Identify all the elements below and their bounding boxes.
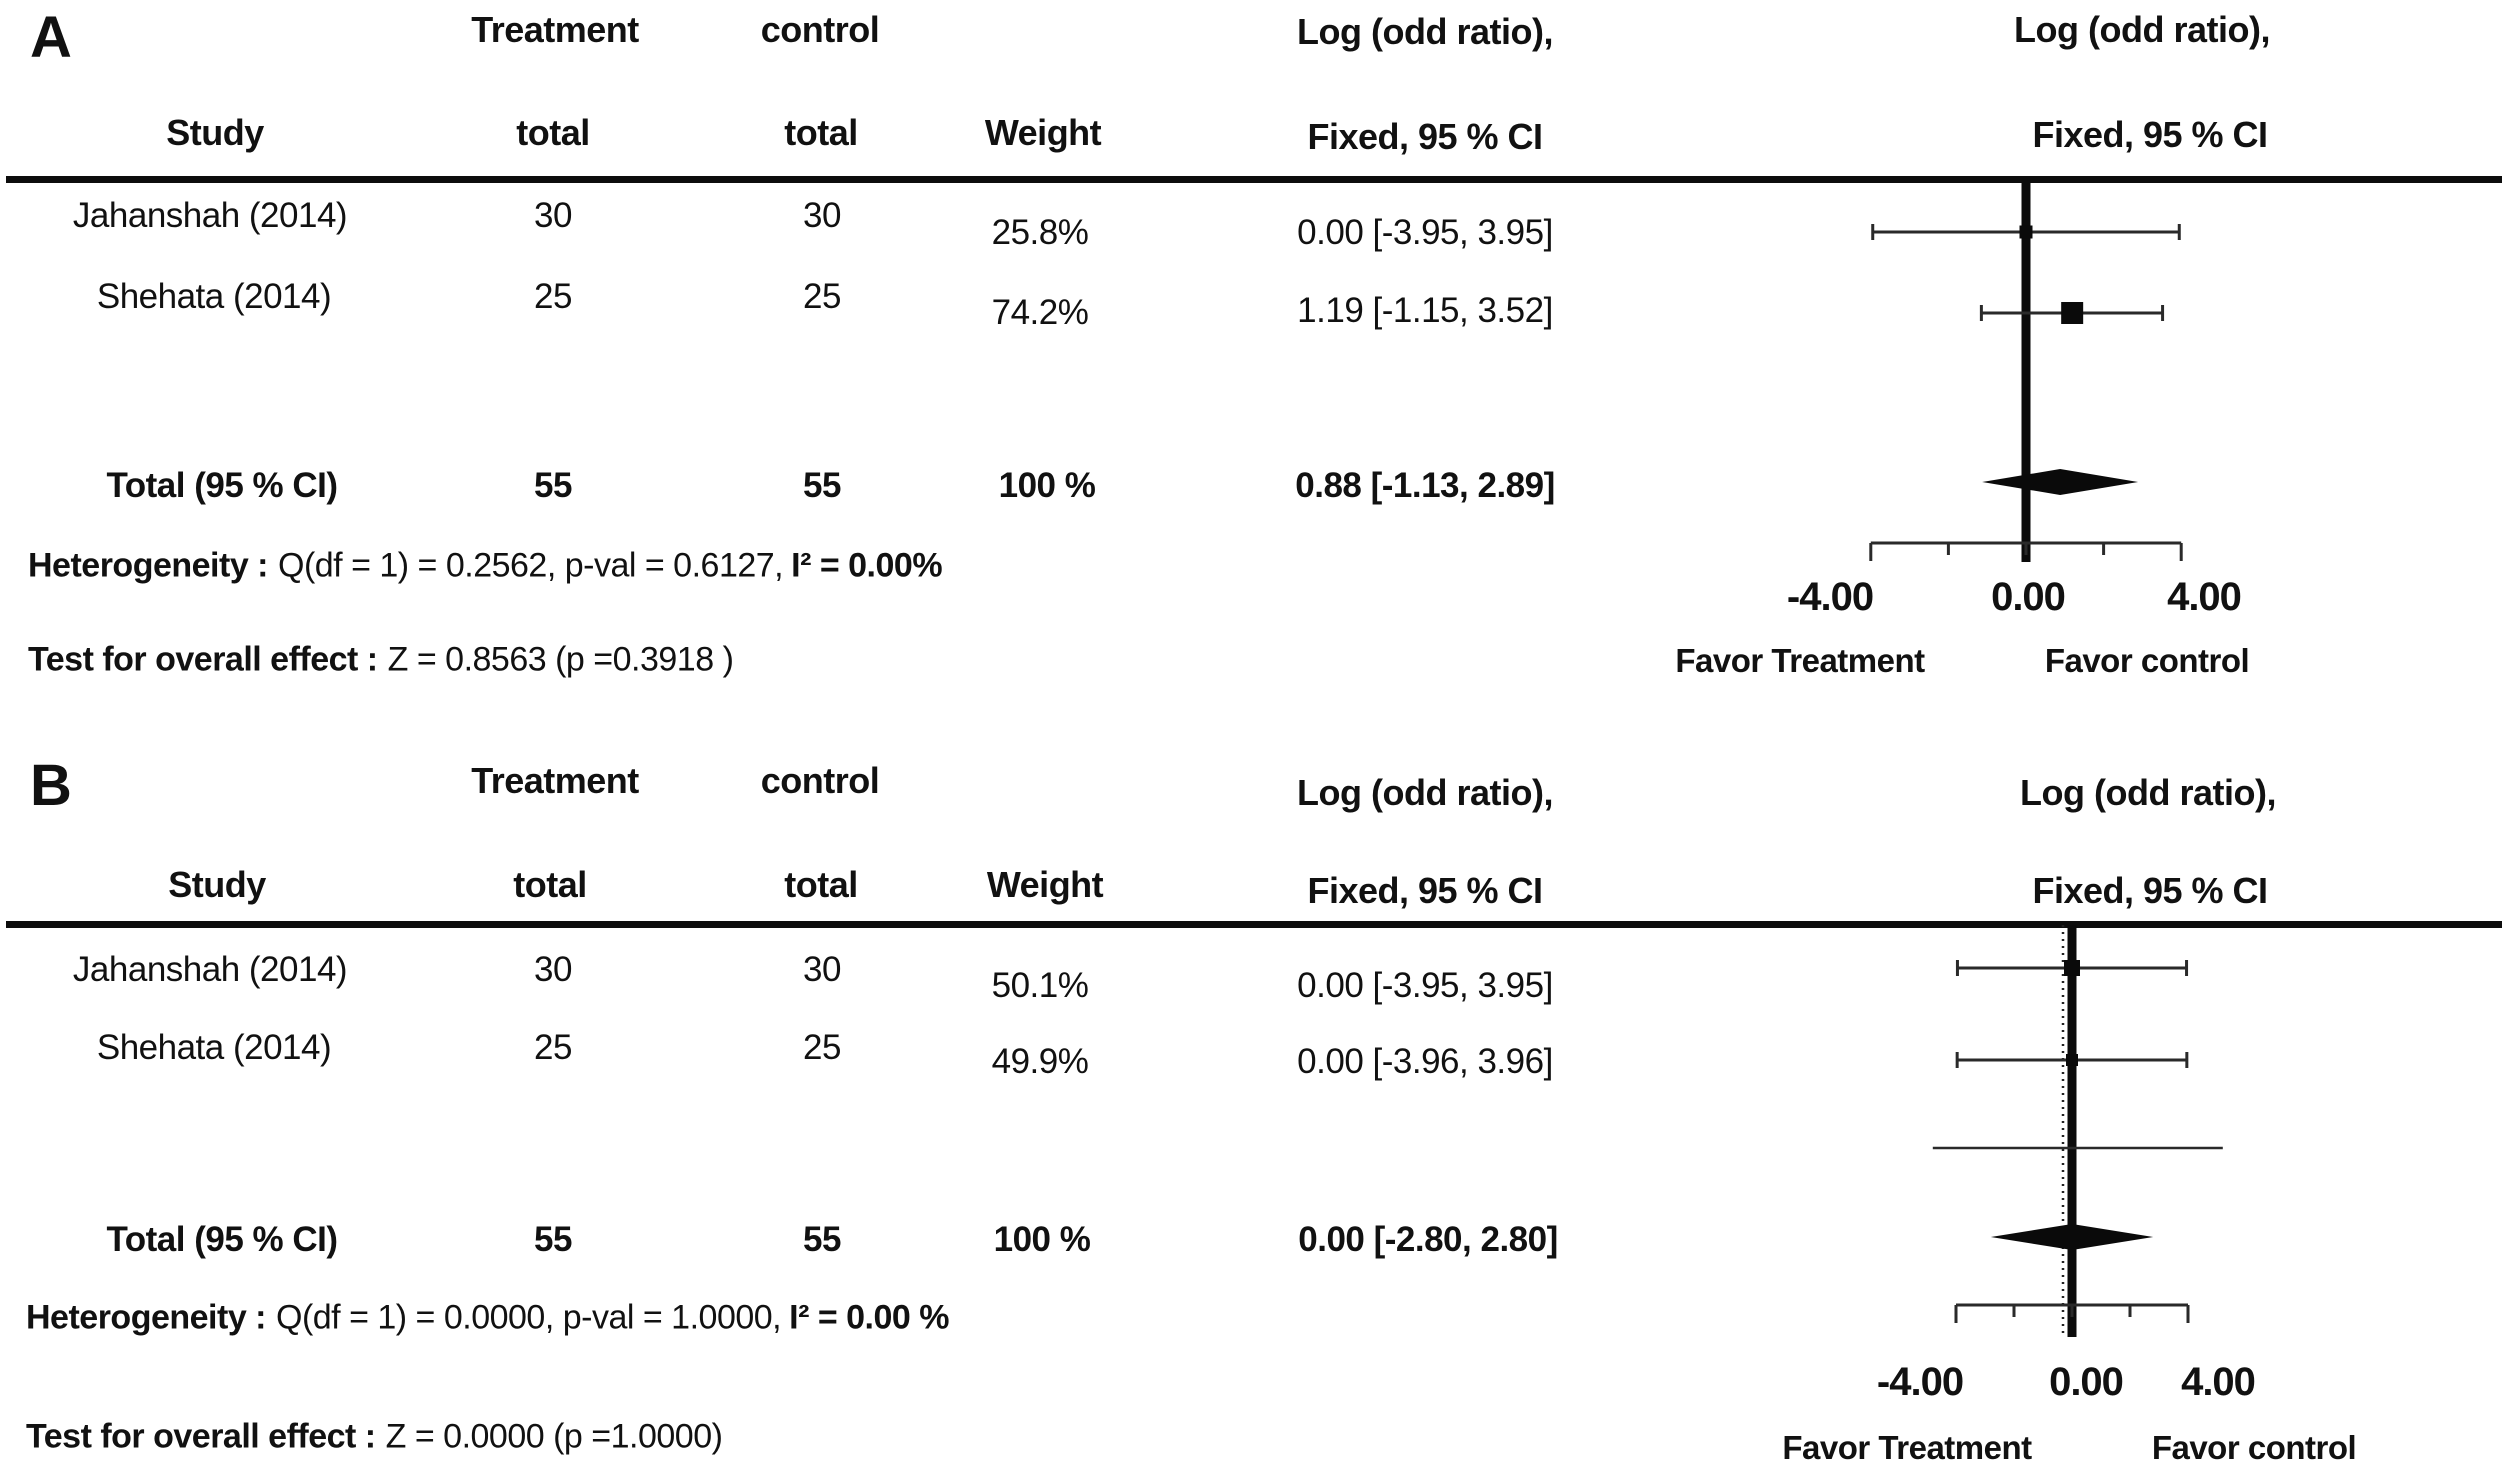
col-header-effect-line1-b: Log (odd ratio),	[1297, 772, 1553, 814]
panel-b-label: B	[30, 753, 72, 818]
overall-effect-line-a: Test for overall effect :Z = 0.8563 (p =…	[28, 640, 734, 679]
axis-label-mid-a: 0.00	[1991, 575, 2066, 619]
heterogeneity-label: Heterogeneity :	[28, 546, 269, 585]
total-ci-b: 0.00 [-2.80, 2.80]	[1298, 1219, 1558, 1259]
overall-effect-label: Test for overall effect :	[28, 640, 378, 679]
overall-effect-label: Test for overall effect :	[26, 1417, 376, 1456]
total-label-a: Total (95 % CI)	[106, 465, 338, 505]
axis-label-left-b: -4.00	[1876, 1360, 1964, 1404]
plot-header-line2-a: Fixed, 95 % CI	[2032, 114, 2268, 156]
plot-header-line1-a: Log (odd ratio),	[2014, 9, 2270, 51]
treatment-total: 25	[534, 276, 572, 316]
col-header-study-b: Study	[168, 864, 266, 906]
heterogeneity-i2: I² = 0.00%	[791, 546, 943, 585]
control-total: 25	[803, 1027, 841, 1067]
weight-value: 50.1%	[991, 965, 1089, 1005]
total-label-b: Total (95 % CI)	[106, 1219, 338, 1259]
total-weight-a: 100 %	[998, 465, 1096, 505]
overall-effect-stats: Z = 0.8563 (p =0.3918 )	[387, 640, 734, 679]
overall-effect-line-b: Test for overall effect :Z = 0.0000 (p =…	[26, 1417, 723, 1456]
col-header-total2-a: total	[784, 112, 858, 154]
col-header-total2-b: total	[784, 864, 858, 906]
heterogeneity-line-a: Heterogeneity : Q(df = 1) = 0.2562, p-val…	[28, 546, 943, 585]
control-total: 30	[803, 949, 841, 989]
heterogeneity-stats: Q(df = 1) = 0.0000, p-val = 1.0000,	[276, 1298, 782, 1337]
forest-plot-b	[1932, 925, 2223, 1337]
col-header-treatment-b: Treatment	[471, 760, 639, 802]
forest-plot-a	[1869, 180, 2183, 562]
axis-label-left-a: -4.00	[1786, 575, 1874, 619]
col-header-effect-line2-a: Fixed, 95 % CI	[1307, 116, 1543, 158]
favor-left-label-a: Favor Treatment	[1675, 641, 1925, 679]
total-control-a: 55	[803, 465, 841, 505]
treatment-total: 30	[534, 949, 572, 989]
axis-label-right-a: 4.00	[2167, 575, 2242, 619]
weight-value: 74.2%	[991, 292, 1089, 332]
col-header-control-b: control	[760, 760, 880, 802]
total-control-b: 55	[803, 1219, 841, 1259]
study-name: Shehata (2014)	[96, 1027, 332, 1067]
ci-text: 0.00 [-3.96, 3.96]	[1297, 1041, 1553, 1081]
ci-text: 1.19 [-1.15, 3.52]	[1297, 290, 1553, 330]
col-header-control-a: control	[760, 9, 880, 51]
header-divider-a	[6, 176, 2502, 183]
col-header-effect-line2-b: Fixed, 95 % CI	[1307, 870, 1543, 912]
axis-label-right-b: 4.00	[2181, 1360, 2256, 1404]
treatment-total: 30	[534, 195, 572, 235]
total-treatment-a: 55	[534, 465, 572, 505]
treatment-total: 25	[534, 1027, 572, 1067]
favor-right-label-b: Favor control	[2151, 1428, 2357, 1466]
col-header-total1-b: total	[513, 864, 587, 906]
axis-label-mid-b: 0.00	[2049, 1360, 2124, 1404]
study-name: Jahanshah (2014)	[72, 195, 348, 235]
study-name: Jahanshah (2014)	[72, 949, 348, 989]
overall-effect-stats: Z = 0.0000 (p =1.0000)	[385, 1417, 723, 1456]
col-header-weight-b: Weight	[986, 864, 1104, 906]
panel-a-label: A	[30, 5, 72, 70]
study-name: Shehata (2014)	[96, 276, 332, 316]
total-ci-a: 0.88 [-1.13, 2.89]	[1295, 465, 1555, 505]
heterogeneity-i2: I² = 0.00 %	[789, 1298, 949, 1337]
col-header-total1-a: total	[516, 112, 590, 154]
heterogeneity-line-b: Heterogeneity : Q(df = 1) = 0.0000, p-val…	[26, 1299, 949, 1336]
weight-value: 49.9%	[991, 1041, 1089, 1081]
total-weight-b: 100 %	[993, 1219, 1091, 1259]
heterogeneity-label: Heterogeneity :	[26, 1298, 267, 1337]
favor-left-label-b: Favor Treatment	[1782, 1428, 2032, 1466]
weight-value: 25.8%	[991, 212, 1089, 252]
col-header-effect-line1-a: Log (odd ratio),	[1297, 11, 1553, 53]
col-header-weight-a: Weight	[984, 112, 1102, 154]
ci-text: 0.00 [-3.95, 3.95]	[1297, 212, 1553, 252]
plot-header-line2-b: Fixed, 95 % CI	[2032, 870, 2268, 912]
control-total: 25	[803, 276, 841, 316]
col-header-study-a: Study	[166, 112, 264, 154]
control-total: 30	[803, 195, 841, 235]
heterogeneity-stats: Q(df = 1) = 0.2562, p-val = 0.6127,	[278, 546, 784, 585]
favor-right-label-a: Favor control	[2044, 641, 2250, 679]
header-divider-b	[6, 921, 2502, 928]
col-header-treatment-a: Treatment	[471, 9, 639, 51]
total-treatment-b: 55	[534, 1219, 572, 1259]
plot-header-line1-b: Log (odd ratio),	[2020, 772, 2276, 814]
ci-text: 0.00 [-3.95, 3.95]	[1297, 965, 1553, 1005]
